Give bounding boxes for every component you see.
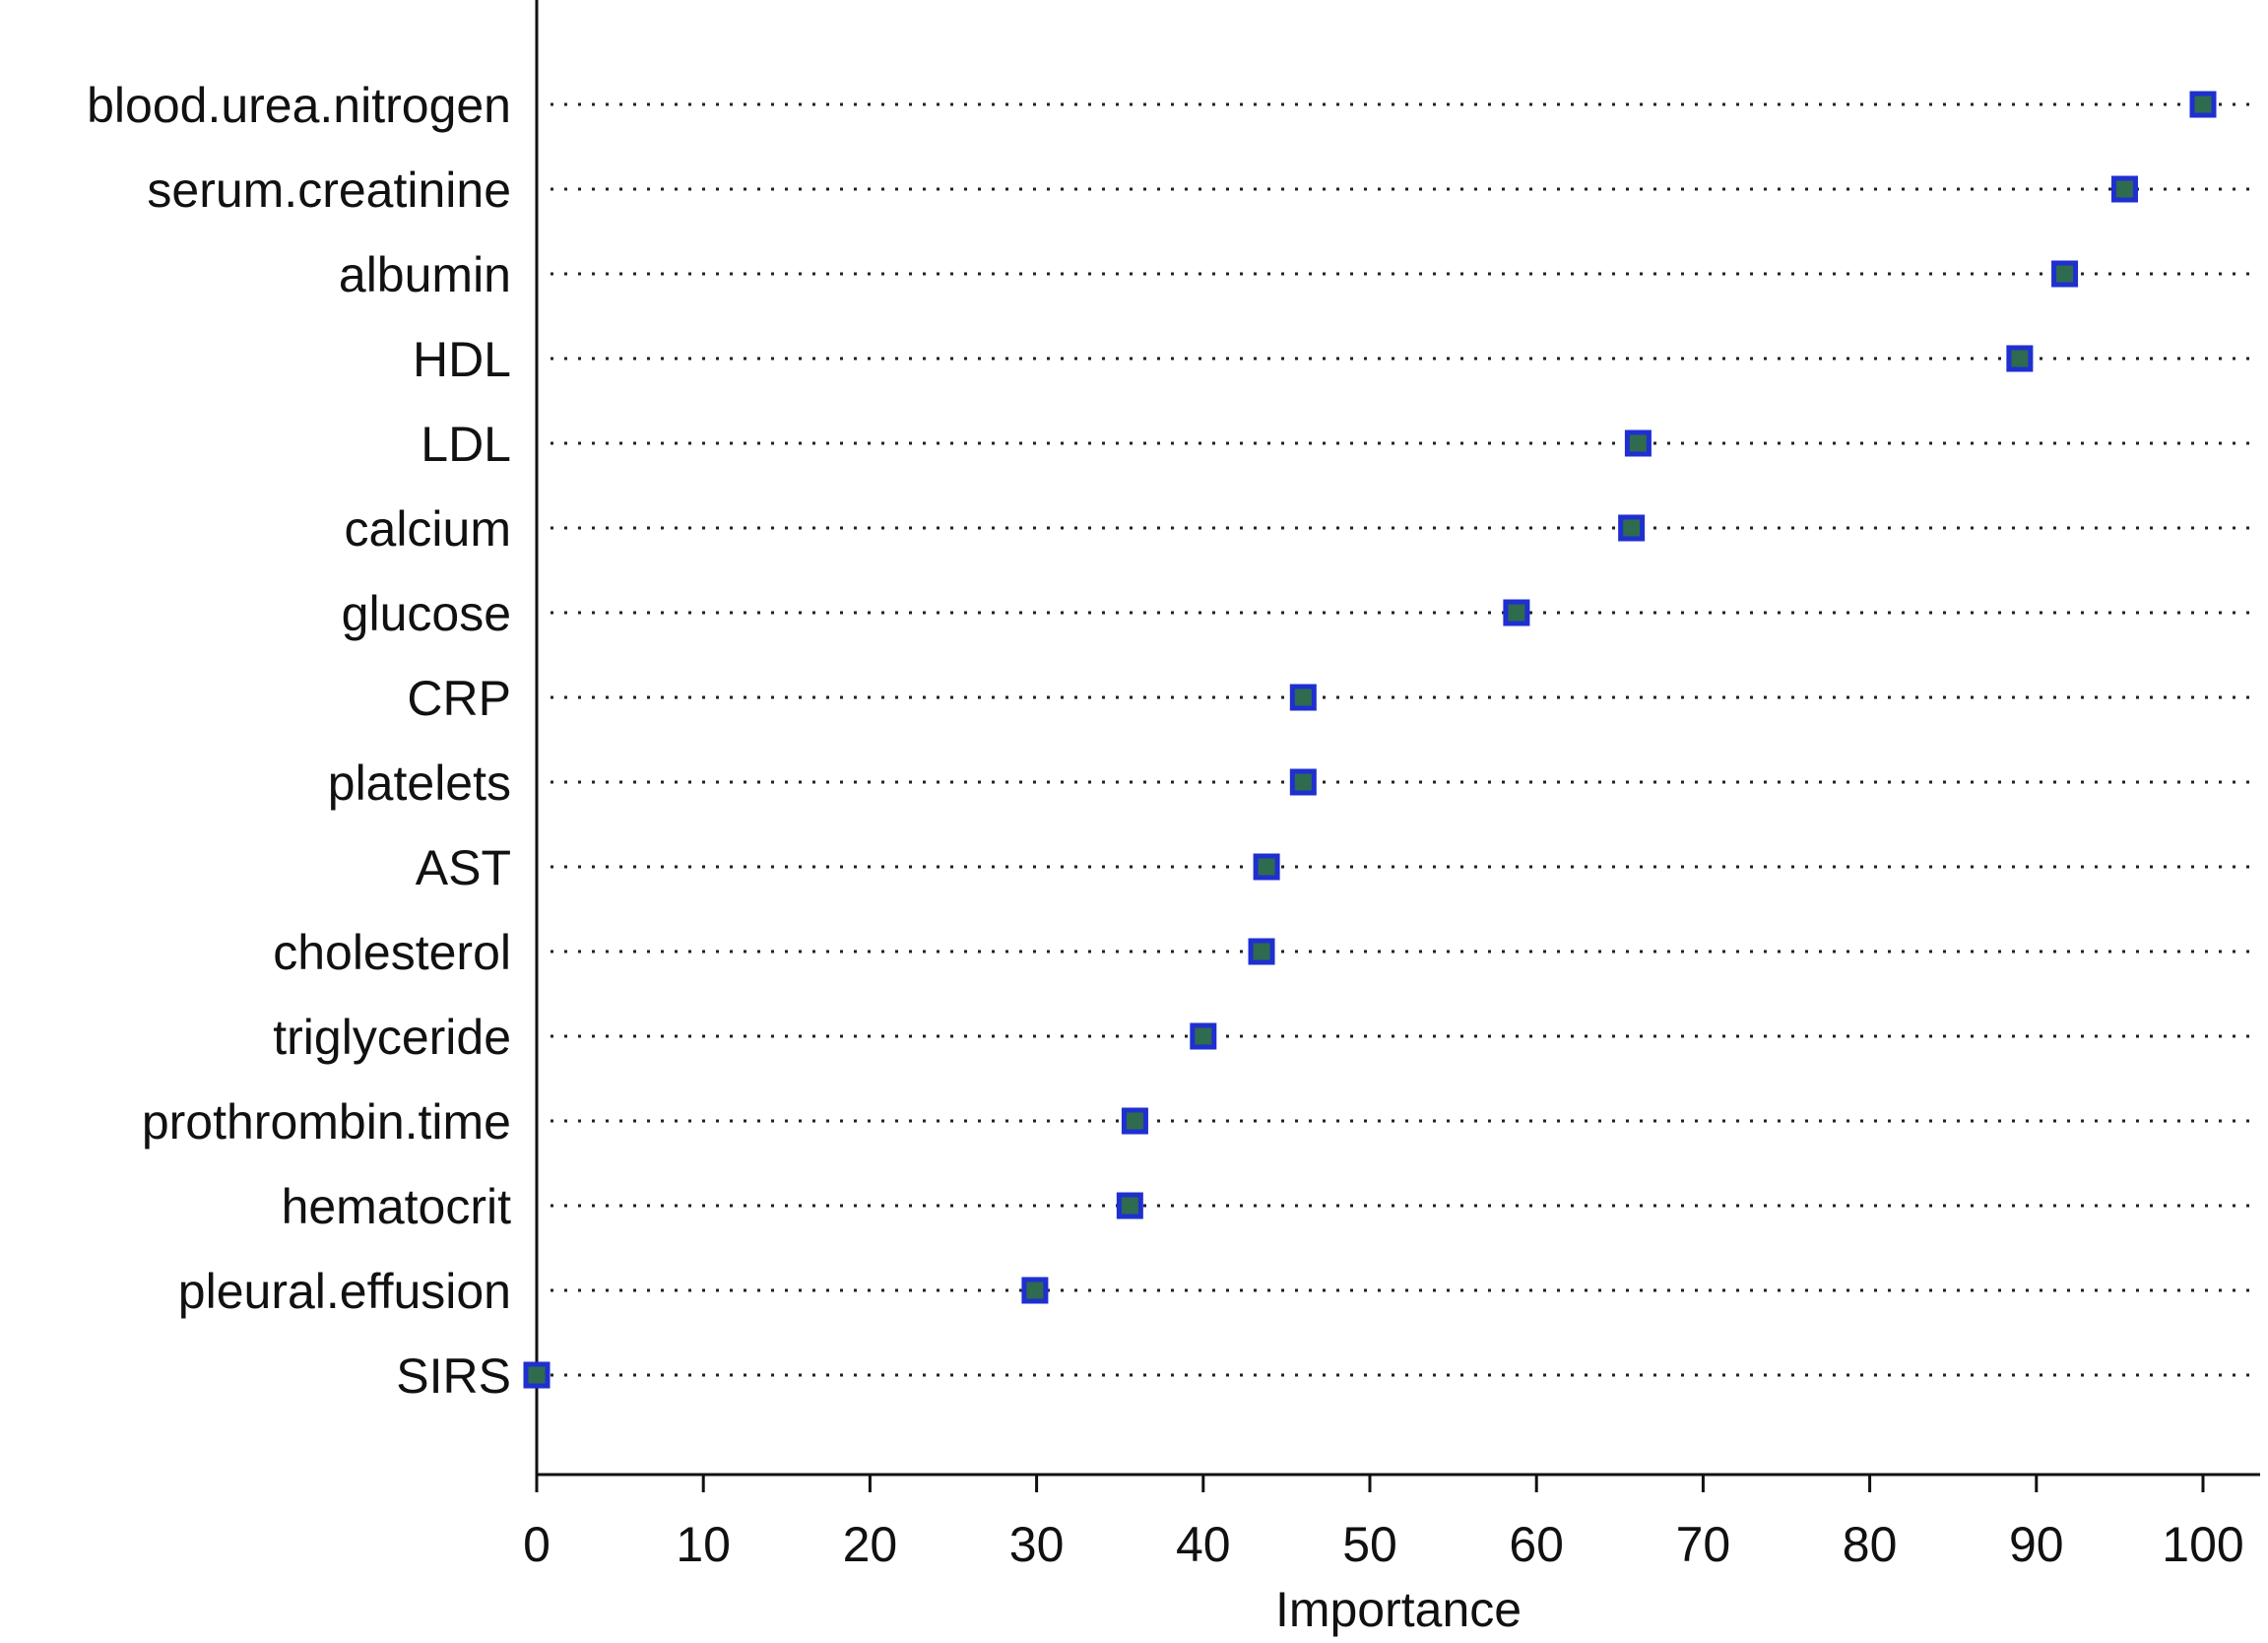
category-label: cholesterol (273, 925, 511, 980)
x-tick-label: 90 (2009, 1517, 2064, 1572)
category-label: glucose (342, 586, 511, 641)
data-point (1289, 684, 1317, 711)
category-label: calcium (345, 501, 511, 557)
data-points (523, 91, 2217, 1389)
data-point (523, 1361, 551, 1389)
data-point (2110, 175, 2138, 203)
data-point (2189, 91, 2217, 118)
category-label: AST (416, 840, 511, 895)
x-tick-label: 60 (1509, 1517, 1564, 1572)
data-point (1253, 853, 1280, 881)
category-label: CRP (407, 671, 511, 726)
data-point (2006, 345, 2034, 372)
x-tick-label: 0 (523, 1517, 551, 1572)
category-labels: blood.urea.nitrogen serum.creatinine album… (87, 78, 511, 1404)
data-point (1618, 514, 1646, 542)
category-label: serum.creatinine (147, 163, 511, 218)
category-label: prothrombin.time (142, 1094, 511, 1150)
data-point (1248, 938, 1275, 965)
data-point (1624, 429, 1652, 457)
data-point (1116, 1192, 1143, 1219)
x-tick-label: 30 (1009, 1517, 1065, 1572)
x-tick-label: 50 (1342, 1517, 1397, 1572)
x-tick-label: 70 (1676, 1517, 1731, 1572)
x-axis-ticks: 0 10 20 30 40 50 60 70 80 90 100 (523, 1475, 2244, 1572)
data-point (1190, 1022, 1217, 1050)
category-label: hematocrit (282, 1179, 512, 1234)
axes (535, 0, 2260, 1477)
x-tick-label: 40 (1176, 1517, 1231, 1572)
dotted-guide-lines (551, 102, 2260, 1377)
data-point (1289, 768, 1317, 796)
x-tick-label: 20 (843, 1517, 898, 1572)
category-label: pleural.effusion (178, 1264, 511, 1319)
data-point (1503, 599, 1530, 626)
x-tick-label: 10 (676, 1517, 731, 1572)
category-label: triglyceride (273, 1010, 511, 1065)
x-tick-label: 80 (1843, 1517, 1898, 1572)
data-point (2051, 260, 2079, 288)
data-point (1021, 1277, 1049, 1304)
category-label: HDL (413, 332, 511, 387)
x-axis-title: Importance (1275, 1582, 1522, 1637)
category-label: blood.urea.nitrogen (87, 78, 511, 133)
category-label: albumin (339, 247, 511, 302)
data-point (1121, 1107, 1148, 1135)
x-tick-label: 100 (2162, 1517, 2243, 1572)
category-label: SIRS (396, 1348, 511, 1404)
category-label: platelets (328, 756, 511, 811)
category-label: LDL (421, 417, 511, 472)
